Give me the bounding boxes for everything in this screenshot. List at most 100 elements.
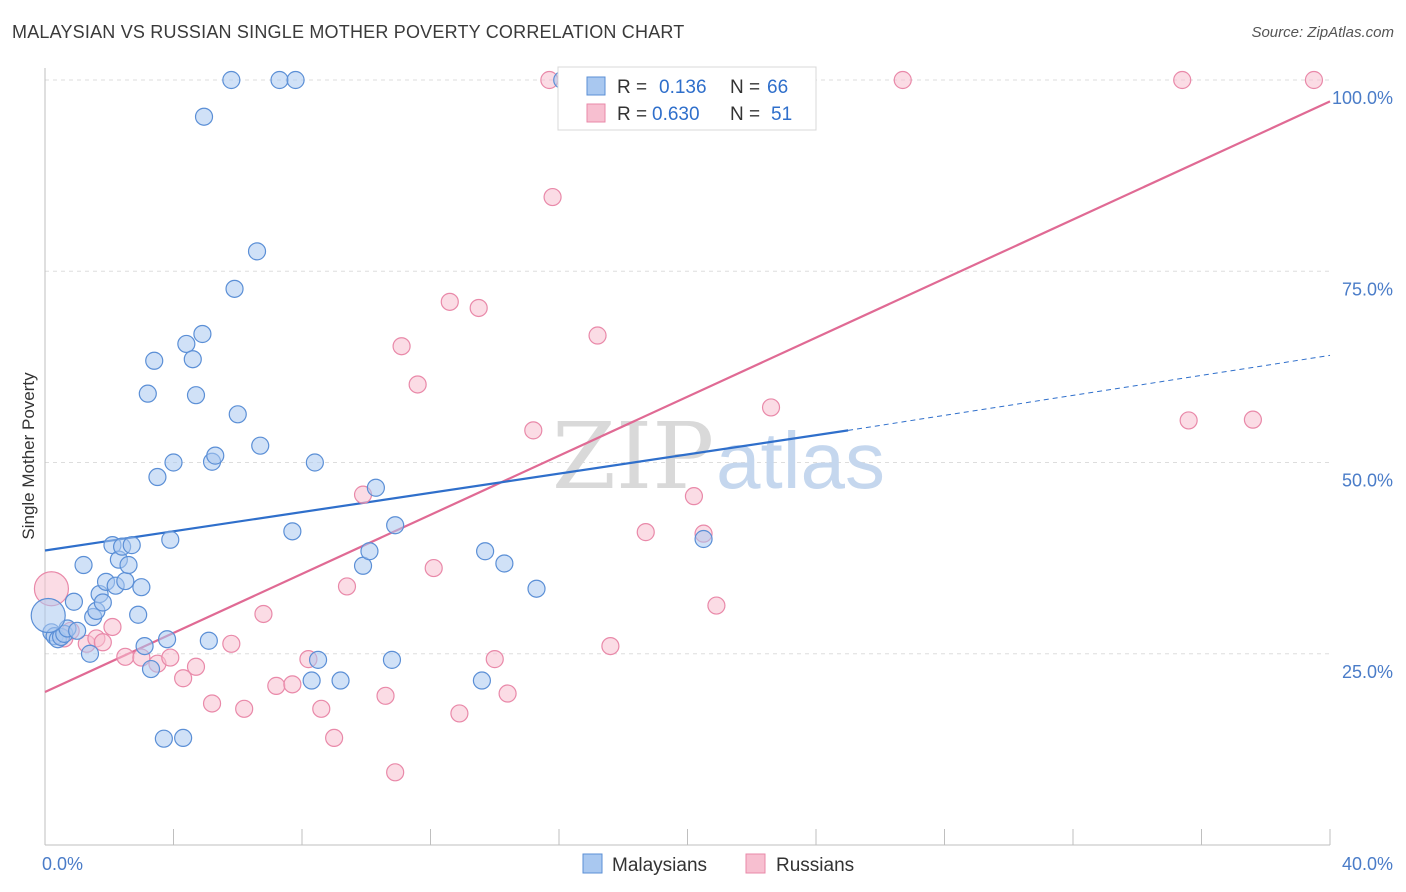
legend-r-label-2: R = <box>617 104 647 125</box>
point-malaysians-43 <box>225 279 244 298</box>
point-russians-19 <box>325 728 344 748</box>
point-russians-44 <box>893 70 912 90</box>
point-malaysians-45 <box>247 242 267 261</box>
point-russians-26 <box>424 558 443 578</box>
point-malaysians-39 <box>199 631 218 650</box>
point-malaysians-49 <box>283 522 302 541</box>
legend-r-value-1: 0.136 <box>659 77 707 98</box>
point-russians-49 <box>93 633 112 652</box>
point-russians-22 <box>376 686 395 705</box>
point-russians-47 <box>1243 410 1263 429</box>
point-malaysians-38 <box>194 107 214 126</box>
point-malaysians-56 <box>366 478 385 497</box>
bottom-legend-swatch-russians <box>745 853 766 874</box>
x-tick-label-min: 0.0% <box>42 854 83 874</box>
point-malaysians-51 <box>305 453 324 472</box>
point-malaysians-22 <box>129 605 148 624</box>
point-russians-43 <box>761 398 781 417</box>
point-russians-15 <box>267 676 286 695</box>
watermark: ZIP atlas <box>552 403 885 510</box>
legend-r-value-2: 0.630 <box>652 104 700 125</box>
point-russians-31 <box>498 684 517 703</box>
point-malaysians-20 <box>119 555 138 575</box>
point-russians-29 <box>469 298 488 318</box>
watermark-atlas: atlas <box>716 416 885 505</box>
legend-n-label-1: N = <box>730 77 760 98</box>
grid-lines <box>45 79 1330 655</box>
point-russians-36 <box>588 326 607 345</box>
point-malaysians-7 <box>68 621 87 640</box>
point-russians-48 <box>1304 70 1324 90</box>
point-russians-32 <box>524 421 543 440</box>
chart-title: MALAYSIAN VS RUSSIAN SINGLE MOTHER POVER… <box>12 22 685 42</box>
point-malaysians-33 <box>174 728 193 748</box>
point-russians-4 <box>103 617 122 637</box>
point-russians-13 <box>235 699 254 718</box>
point-malaysians-62 <box>527 579 546 598</box>
point-malaysians-52 <box>308 650 328 669</box>
legend-r-label-1: R = <box>617 77 647 98</box>
point-malaysians-21 <box>122 536 141 555</box>
point-russians-11 <box>202 694 222 713</box>
legend-n-value-2: 51 <box>771 104 792 125</box>
correlation-legend: R = 0.136 N = 66 R = 0.630 N = 51 <box>557 66 817 131</box>
point-russians-12 <box>222 634 241 653</box>
y-tick-label-100: 100.0% <box>1332 88 1393 108</box>
point-malaysians-6 <box>64 592 84 611</box>
point-russians-30 <box>485 650 504 669</box>
point-malaysians-65 <box>30 597 66 634</box>
bottom-legend-label-malaysians: Malaysians <box>612 855 707 876</box>
bottom-legend-label-russians: Russians <box>776 855 854 876</box>
point-malaysians-41 <box>206 446 225 465</box>
point-malaysians-24 <box>135 636 154 656</box>
point-russians-27 <box>440 292 459 311</box>
x-tick-label-max: 40.0% <box>1342 854 1393 874</box>
point-russians-8 <box>161 648 180 667</box>
point-russians-16 <box>283 675 302 694</box>
point-malaysians-59 <box>472 671 491 690</box>
source-label: Source: ZipAtlas.com <box>1251 24 1394 41</box>
point-russians-38 <box>636 523 655 542</box>
tick-labels: 25.0% 50.0% 75.0% 100.0% 0.0% 40.0% <box>42 88 1393 874</box>
point-malaysians-8 <box>74 555 93 575</box>
legend-n-label-2: N = <box>730 104 760 125</box>
point-malaysians-32 <box>164 453 183 472</box>
legend-swatch-malaysians <box>586 76 606 96</box>
point-malaysians-23 <box>132 578 151 597</box>
point-russians-37 <box>601 636 620 656</box>
point-malaysians-29 <box>154 729 173 748</box>
point-malaysians-60 <box>476 542 495 561</box>
point-russians-14 <box>254 604 273 624</box>
legend-n-value-1: 66 <box>767 77 788 98</box>
point-malaysians-30 <box>157 630 177 649</box>
point-malaysians-57 <box>382 650 402 669</box>
series-legend: Malaysians Russians <box>582 853 854 876</box>
point-malaysians-37 <box>193 324 212 344</box>
point-russians-41 <box>707 596 726 615</box>
point-malaysians-27 <box>145 351 164 370</box>
trend-line-russians <box>44 100 1331 693</box>
point-malaysians-25 <box>141 659 161 679</box>
point-russians-24 <box>392 337 411 356</box>
point-malaysians-46 <box>251 436 270 455</box>
point-russians-23 <box>386 763 405 782</box>
point-malaysians-61 <box>495 554 514 573</box>
point-malaysians-9 <box>80 644 100 663</box>
point-malaysians-48 <box>286 70 305 90</box>
point-malaysians-28 <box>148 467 167 487</box>
point-russians-46 <box>1179 411 1198 430</box>
point-malaysians-47 <box>270 70 289 90</box>
point-russians-28 <box>450 704 469 723</box>
trend-line-malaysians <box>44 429 849 552</box>
legend-swatch-russians <box>586 103 606 123</box>
point-russians-45 <box>1173 70 1192 90</box>
point-russians-18 <box>312 699 331 718</box>
point-malaysians-36 <box>186 386 206 405</box>
trend-line-malaysians-extension <box>848 354 1331 431</box>
point-russians-20 <box>337 577 357 596</box>
point-malaysians-42 <box>222 70 241 90</box>
point-malaysians-44 <box>228 405 247 424</box>
point-malaysians-64 <box>694 529 713 549</box>
trend-lines <box>44 100 1331 693</box>
